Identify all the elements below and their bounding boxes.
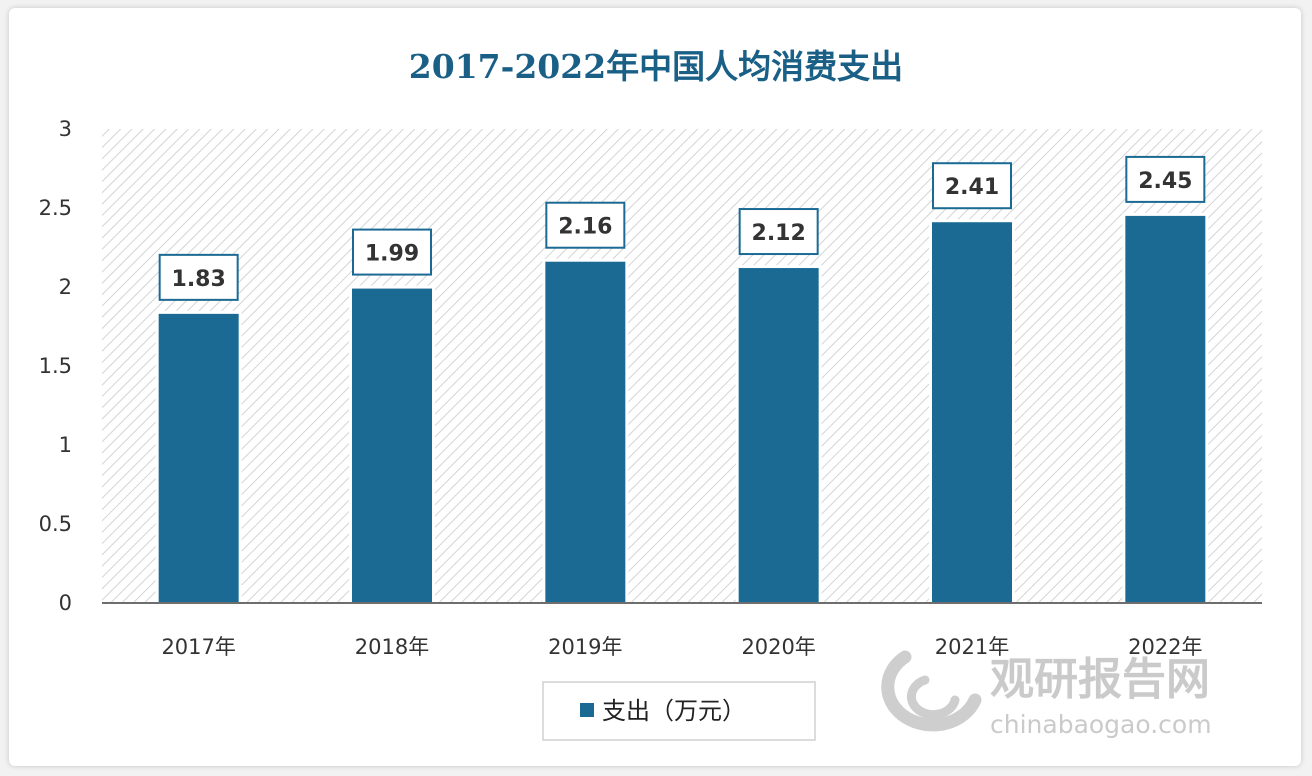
data-label-box	[932, 162, 1012, 210]
data-label-box	[158, 253, 239, 301]
data-label-box	[352, 228, 432, 276]
data-label: 1.83	[172, 267, 226, 292]
bar	[352, 288, 432, 603]
y-tick-label: 3	[59, 117, 72, 141]
y-tick-label: 0	[59, 591, 72, 615]
y-tick-label: 1.5	[39, 354, 72, 378]
watermark-url: chinabaogao.com	[990, 710, 1212, 739]
legend-label: 支出（万元）	[602, 697, 746, 725]
x-tick-label: 2020年	[741, 635, 815, 659]
bars-group: 1.83 1.99 2.16 2.12 2.41 2.45	[155, 155, 1209, 603]
x-tick-label: 2019年	[548, 635, 622, 659]
bar	[738, 268, 819, 603]
y-tick-label: 0.5	[39, 512, 72, 536]
watermark: 观研报告网 chinabaogao.com	[881, 650, 1212, 739]
x-tick-label: 2017年	[161, 635, 235, 659]
bar	[932, 222, 1012, 603]
y-axis: 0 0.5 1 1.5 2 2.5 3	[39, 117, 72, 615]
data-label: 2.41	[945, 175, 999, 200]
chart-title: 2017-2022年中国人均消费支出	[409, 47, 903, 86]
y-tick-label: 2	[59, 275, 72, 299]
watermark-brand: 观研报告网	[990, 654, 1210, 705]
y-tick-label: 1	[59, 433, 72, 457]
data-label-box	[738, 208, 819, 256]
data-label: 1.99	[365, 242, 419, 267]
x-tick-label: 2021年	[935, 635, 1009, 659]
plot-area	[102, 129, 1262, 603]
x-tick-label: 2018年	[355, 635, 429, 659]
bar	[545, 261, 626, 603]
y-tick-label: 2.5	[39, 196, 72, 220]
legend-swatch	[580, 703, 594, 717]
x-axis: 2017年 2018年 2019年 2020年 2021年 2022年	[161, 635, 1202, 659]
data-label: 2.45	[1138, 169, 1192, 194]
watermark-logo-icon	[881, 650, 982, 732]
bar	[158, 313, 239, 603]
data-label-box	[545, 201, 626, 249]
data-label-box	[1125, 155, 1206, 203]
bar	[1125, 215, 1206, 603]
x-tick-label: 2022年	[1128, 635, 1202, 659]
legend: 支出（万元）	[542, 681, 816, 741]
data-label: 2.16	[558, 215, 612, 240]
data-label: 2.12	[752, 221, 806, 246]
